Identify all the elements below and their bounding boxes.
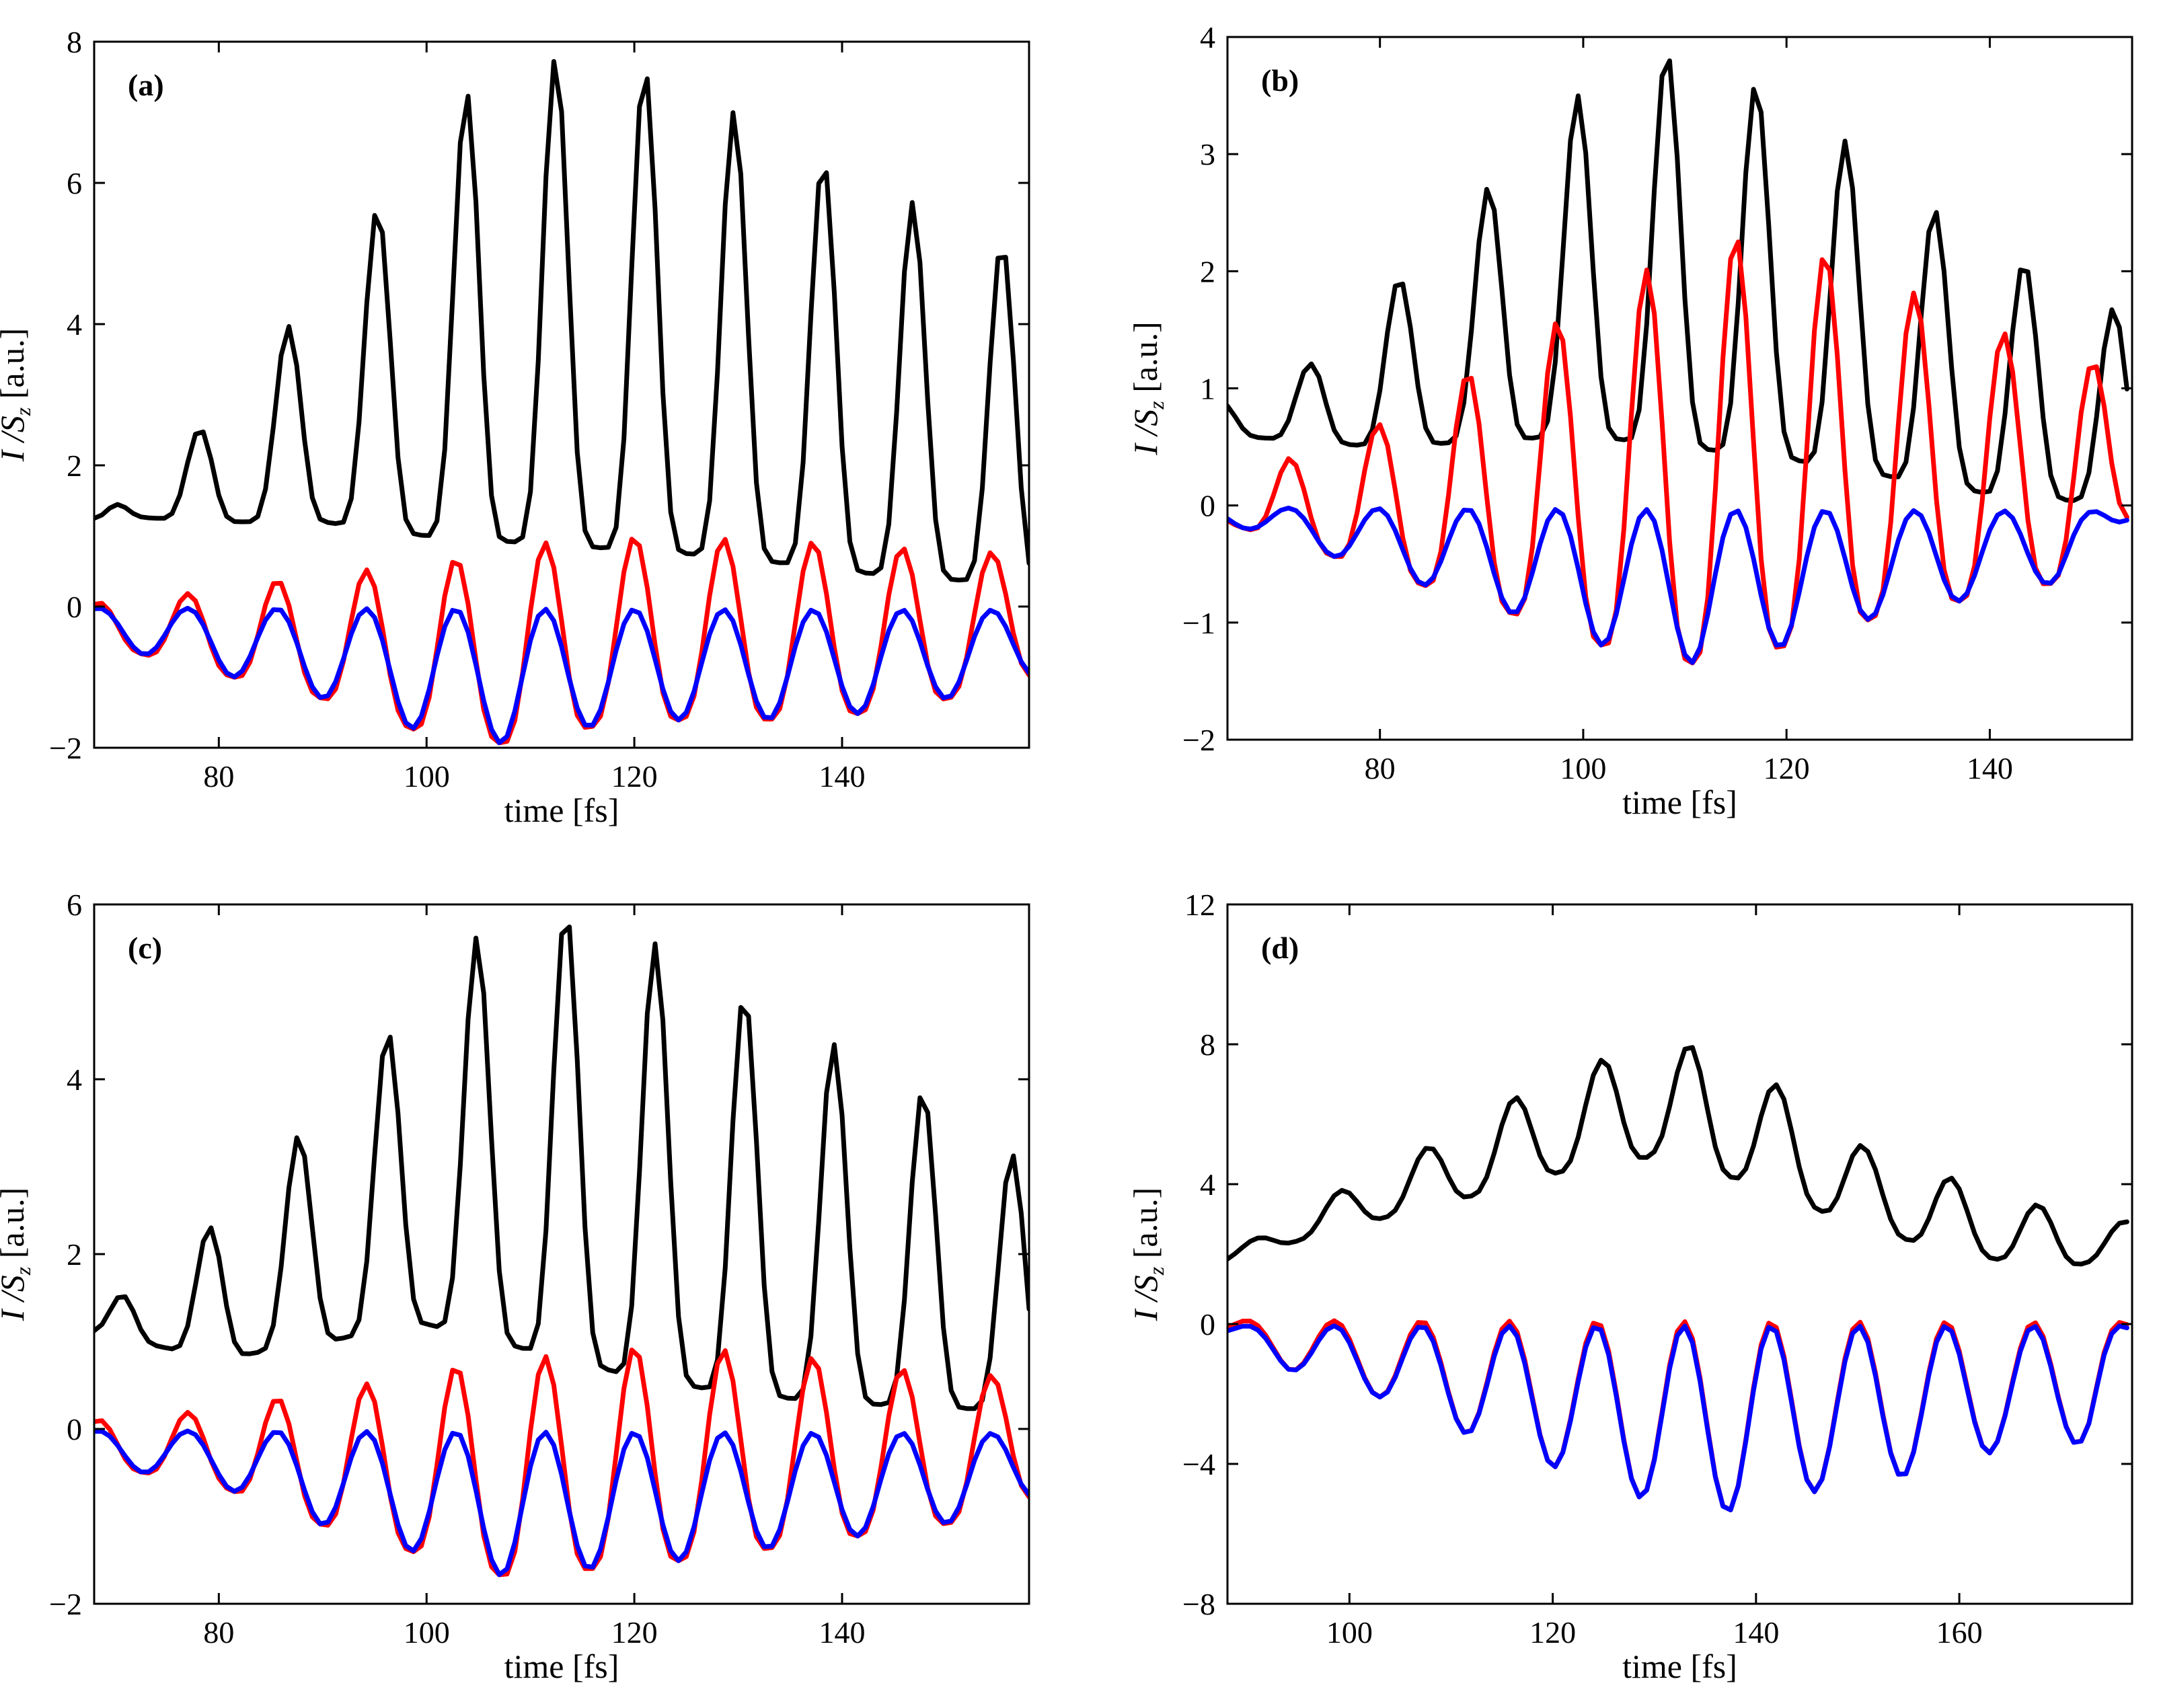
x-tick-label: 120 (611, 1615, 658, 1649)
panel-d: 100 120 140 160 −8 −4 0 4 8 12 time [fs] I /Sz [a.u… (1127, 888, 2133, 1685)
x-tick-label: 100 (404, 1615, 450, 1649)
series-black-line (94, 924, 1029, 1411)
y-tick-label: 0 (67, 1412, 82, 1446)
series-blue-line (94, 1428, 1029, 1578)
y-tick-label: 0 (67, 590, 82, 624)
y-tick-label: 8 (1200, 1027, 1215, 1062)
plot-area (1227, 58, 2129, 666)
y-axis-label-sub: z (11, 1266, 35, 1276)
y-tick-label: 2 (67, 1237, 82, 1272)
y-tick-label: −2 (49, 731, 82, 765)
y-tick-label: 4 (67, 1062, 82, 1097)
x-tick-label: 140 (819, 1615, 866, 1649)
y-axis-label-main: I /S (0, 1275, 31, 1321)
y-tick-label: 2 (67, 449, 82, 483)
y-axis-label-sub: z (1144, 401, 1168, 410)
y-tick-label: 4 (1200, 1167, 1215, 1202)
y-tick-label: 6 (67, 166, 82, 200)
y-tick-label: 6 (67, 888, 82, 922)
y-axis-label-unit: [a.u.] (0, 328, 31, 407)
y-tick-label: 4 (67, 307, 82, 342)
y-tick-label: 0 (1200, 1307, 1215, 1342)
panel-c: 80 100 120 140 −2 0 2 4 6 time [fs] I /Sz [a.u.] (c… (0, 888, 1030, 1685)
plot-area (94, 59, 1029, 746)
y-axis-label-main: I /S (1127, 410, 1164, 456)
y-tick-label: −1 (1182, 606, 1215, 640)
x-tick-label: 140 (819, 759, 866, 793)
x-tick-label: 80 (1365, 751, 1396, 785)
y-tick-label: −8 (1182, 1587, 1215, 1621)
plot-area (94, 924, 1029, 1578)
y-tick-label: 1 (1200, 372, 1215, 406)
x-tick-label: 140 (1733, 1615, 1779, 1649)
y-tick-label: 0 (1200, 489, 1215, 523)
x-axis-label: time [fs] (1622, 783, 1737, 821)
y-axis-label: I /Sz [a.u.] (0, 328, 35, 463)
y-axis-label-sub: z (11, 407, 35, 416)
x-tick-label: 160 (1936, 1615, 1983, 1649)
panel-label: (d) (1261, 931, 1299, 965)
y-tick-label: 2 (1200, 254, 1215, 288)
panel-a: 80 100 120 140 −2 0 2 4 6 8 time [fs] I /Sz [a.u.] (… (0, 25, 1030, 829)
y-tick-label: 12 (1184, 888, 1215, 922)
axes-frame (1226, 903, 2133, 1605)
series-black-line (1227, 58, 2129, 503)
panel-label: (c) (128, 931, 162, 965)
y-axis-label-unit: [a.u.] (1127, 321, 1164, 401)
x-tick-label: 100 (404, 759, 450, 793)
y-tick-label: 3 (1200, 137, 1215, 171)
axes-frame (93, 40, 1030, 749)
y-tick-label: 8 (67, 25, 82, 59)
plot-area (1227, 1045, 2129, 1512)
y-axis-label-sub: z (1144, 1266, 1168, 1276)
y-tick-label: 4 (1200, 20, 1215, 54)
x-tick-label: 80 (203, 759, 234, 793)
panel-b: 80 100 120 140 −2 −1 0 1 2 3 4 time [fs] I /Sz [a.u.… (1127, 20, 2133, 821)
y-axis-label: I /Sz [a.u.] (0, 1188, 35, 1322)
x-tick-label: 120 (611, 759, 658, 793)
x-axis-label: time [fs] (504, 791, 619, 829)
y-axis-label-main: I /S (1127, 1275, 1164, 1321)
x-tick-label: 120 (1764, 751, 1810, 785)
series-blue-line (1227, 1323, 2129, 1512)
series-black-line (1227, 1045, 2129, 1267)
x-tick-label: 100 (1326, 1615, 1373, 1649)
x-tick-label: 80 (203, 1615, 234, 1649)
panel-label: (b) (1261, 63, 1299, 98)
x-tick-label: 100 (1560, 751, 1606, 785)
y-axis-label: I /Sz [a.u.] (1127, 1188, 1168, 1322)
y-axis-label-main: I /S (0, 416, 31, 462)
y-axis-label-unit: [a.u.] (1127, 1188, 1164, 1267)
y-axis-label-unit: [a.u.] (0, 1188, 31, 1267)
series-blue-line (1227, 506, 2129, 665)
x-tick-label: 120 (1529, 1615, 1576, 1649)
series-blue-line (94, 605, 1029, 745)
y-axis-label: I /Sz [a.u.] (1127, 321, 1168, 456)
panel-label: (a) (128, 68, 164, 102)
x-tick-label: 140 (1967, 751, 2013, 785)
x-axis-label: time [fs] (1622, 1647, 1737, 1685)
y-tick-label: −2 (49, 1587, 82, 1621)
y-tick-label: −4 (1182, 1447, 1215, 1481)
series-black-line (94, 59, 1029, 583)
x-axis-label: time [fs] (504, 1647, 619, 1685)
y-tick-label: −2 (1182, 723, 1215, 757)
